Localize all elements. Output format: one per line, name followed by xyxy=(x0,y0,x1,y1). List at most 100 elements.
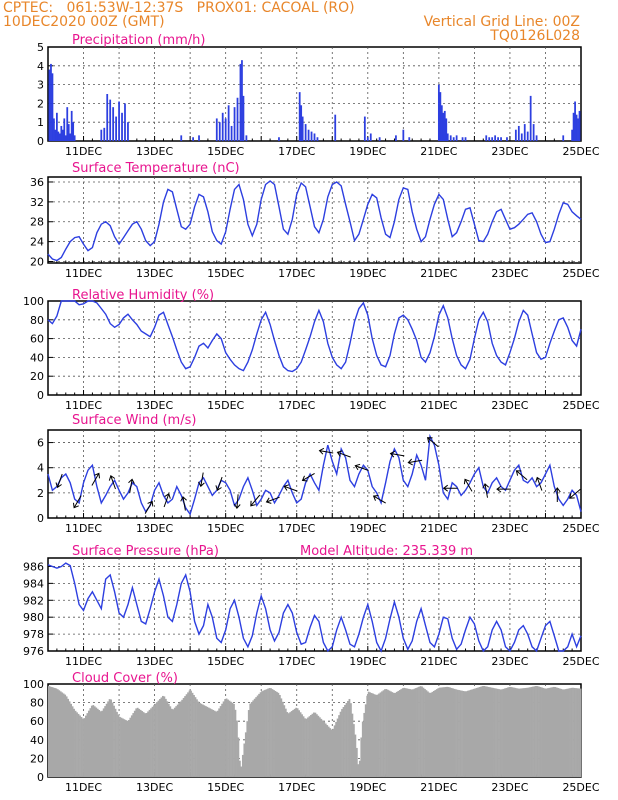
cloud-bar-356 xyxy=(575,688,577,777)
x-tick-label-0-5: 21DEC xyxy=(420,145,457,158)
cloud-bar-83 xyxy=(170,708,173,777)
cloud-bar-120 xyxy=(225,698,228,777)
cloud-bar-342 xyxy=(554,687,557,777)
cloud-bar-43 xyxy=(111,702,114,777)
cloud-bar-289 xyxy=(475,687,478,777)
cloud-bar-293 xyxy=(481,686,484,777)
cloud-bar-148 xyxy=(267,688,269,777)
cloud-bar-200 xyxy=(344,705,346,777)
cloud-bar-246 xyxy=(412,689,414,777)
y-tick-label-3-0: 0 xyxy=(37,512,44,525)
cloud-bar-103 xyxy=(200,703,203,777)
y-tick-label-5-4: 80 xyxy=(30,697,44,710)
cloud-bar-359 xyxy=(579,688,582,777)
cloud-bar-73 xyxy=(156,702,158,777)
cloud-bar-54 xyxy=(127,720,130,777)
panel-title-3: Surface Wind (m/s) xyxy=(72,413,196,428)
cloud-bar-228 xyxy=(385,689,388,777)
cloud-bar-89 xyxy=(179,701,182,777)
cloud-bar-15 xyxy=(70,703,72,777)
y-tick-label-5-5: 100 xyxy=(23,678,44,691)
cloud-bar-242 xyxy=(406,688,409,777)
cloud-bar-141 xyxy=(256,695,259,777)
cloud-bar-3 xyxy=(52,687,55,777)
x-tick-label-2-1: 13DEC xyxy=(136,399,173,412)
cloud-bar-182 xyxy=(317,715,320,777)
cloud-bar-11 xyxy=(64,694,67,777)
cloud-bar-163 xyxy=(289,712,292,777)
x-tick-label-4-4: 19DEC xyxy=(349,655,386,668)
cloud-bar-339 xyxy=(549,687,552,777)
panel-annotation-4: Model Altitude: 235.339 m xyxy=(300,544,473,559)
y-tick-label-1-0: 20 xyxy=(30,256,44,269)
series-line-2 xyxy=(47,300,582,373)
cloud-bar-139 xyxy=(253,698,256,777)
x-tick-label-0-0: 11DEC xyxy=(65,145,102,158)
cloud-bar-271 xyxy=(449,687,452,777)
cloud-bar-357 xyxy=(576,688,579,777)
x-tick-label-4-3: 17DEC xyxy=(278,655,315,668)
precip-bar-83 xyxy=(526,131,529,141)
cloud-bar-336 xyxy=(545,688,548,777)
cloud-bar-35 xyxy=(99,711,102,777)
cloud-bar-65 xyxy=(144,713,147,777)
wind-arrow-4 xyxy=(128,478,135,494)
cloud-bar-123 xyxy=(230,701,232,777)
y-tick-label-0-1: 1 xyxy=(37,116,44,129)
precip-bar-26 xyxy=(124,103,126,141)
cloud-bar-273 xyxy=(452,688,454,777)
cloud-bar-97 xyxy=(191,692,194,777)
precip-bar-11 xyxy=(64,135,67,141)
precip-bar-36 xyxy=(230,125,233,141)
x-tick-label-2-6: 23DEC xyxy=(491,399,528,412)
precip-bar-44 xyxy=(298,92,301,141)
cloud-bar-41 xyxy=(108,699,111,777)
cloud-bar-288 xyxy=(474,688,477,777)
cloud-bar-267 xyxy=(443,687,446,777)
precip-bar-71 xyxy=(464,137,467,141)
cloud-bar-143 xyxy=(259,692,262,777)
cloud-bar-134 xyxy=(246,721,249,777)
cloud-bar-22 xyxy=(80,717,83,777)
precip-bar-72 xyxy=(485,135,488,141)
cloud-bar-354 xyxy=(572,687,574,777)
wind-arrow-0 xyxy=(55,473,63,489)
cloud-bar-67 xyxy=(147,711,149,777)
cloud-bar-38 xyxy=(104,706,107,777)
cloud-bar-324 xyxy=(527,687,530,777)
cloud-bar-44 xyxy=(113,705,115,777)
precip-bar-89 xyxy=(572,112,575,141)
cloud-bar-328 xyxy=(533,686,536,777)
wind-arrow-8 xyxy=(198,472,205,488)
cloud-bar-48 xyxy=(119,716,121,777)
cloud-bar-17 xyxy=(73,708,75,777)
cloud-bar-279 xyxy=(461,690,463,777)
cloud-bar-269 xyxy=(446,686,449,777)
x-tick-label-4-2: 15DEC xyxy=(207,655,244,668)
cloud-bar-169 xyxy=(298,710,300,777)
precip-bar-52 xyxy=(334,114,337,141)
precip-bar-57 xyxy=(395,135,397,141)
cloud-bar-207 xyxy=(354,734,357,777)
cloud-bar-299 xyxy=(490,687,493,777)
cloud-bar-111 xyxy=(212,709,215,777)
precip-bar-92 xyxy=(577,118,579,141)
precip-bar-80 xyxy=(517,125,520,141)
precip-bar-54 xyxy=(366,137,369,141)
cloud-bar-95 xyxy=(188,690,191,777)
series-line-3 xyxy=(47,433,582,516)
x-tick-label-5-5: 21DEC xyxy=(420,781,457,794)
precip-bar-25 xyxy=(121,112,123,141)
cloud-bar-218 xyxy=(370,692,373,777)
cloud-bar-213 xyxy=(363,712,366,777)
series-line-4 xyxy=(47,562,582,653)
wind-arrow-18 xyxy=(372,495,386,504)
precip-bar-29 xyxy=(192,137,194,141)
precip-bar-93 xyxy=(578,110,581,141)
cloud-bar-256 xyxy=(427,691,429,777)
cloud-bar-167 xyxy=(295,707,298,777)
cloud-bar-188 xyxy=(326,725,329,777)
precip-bar-24 xyxy=(118,101,120,141)
cloud-bar-351 xyxy=(567,688,570,777)
cloud-bar-113 xyxy=(215,711,218,777)
